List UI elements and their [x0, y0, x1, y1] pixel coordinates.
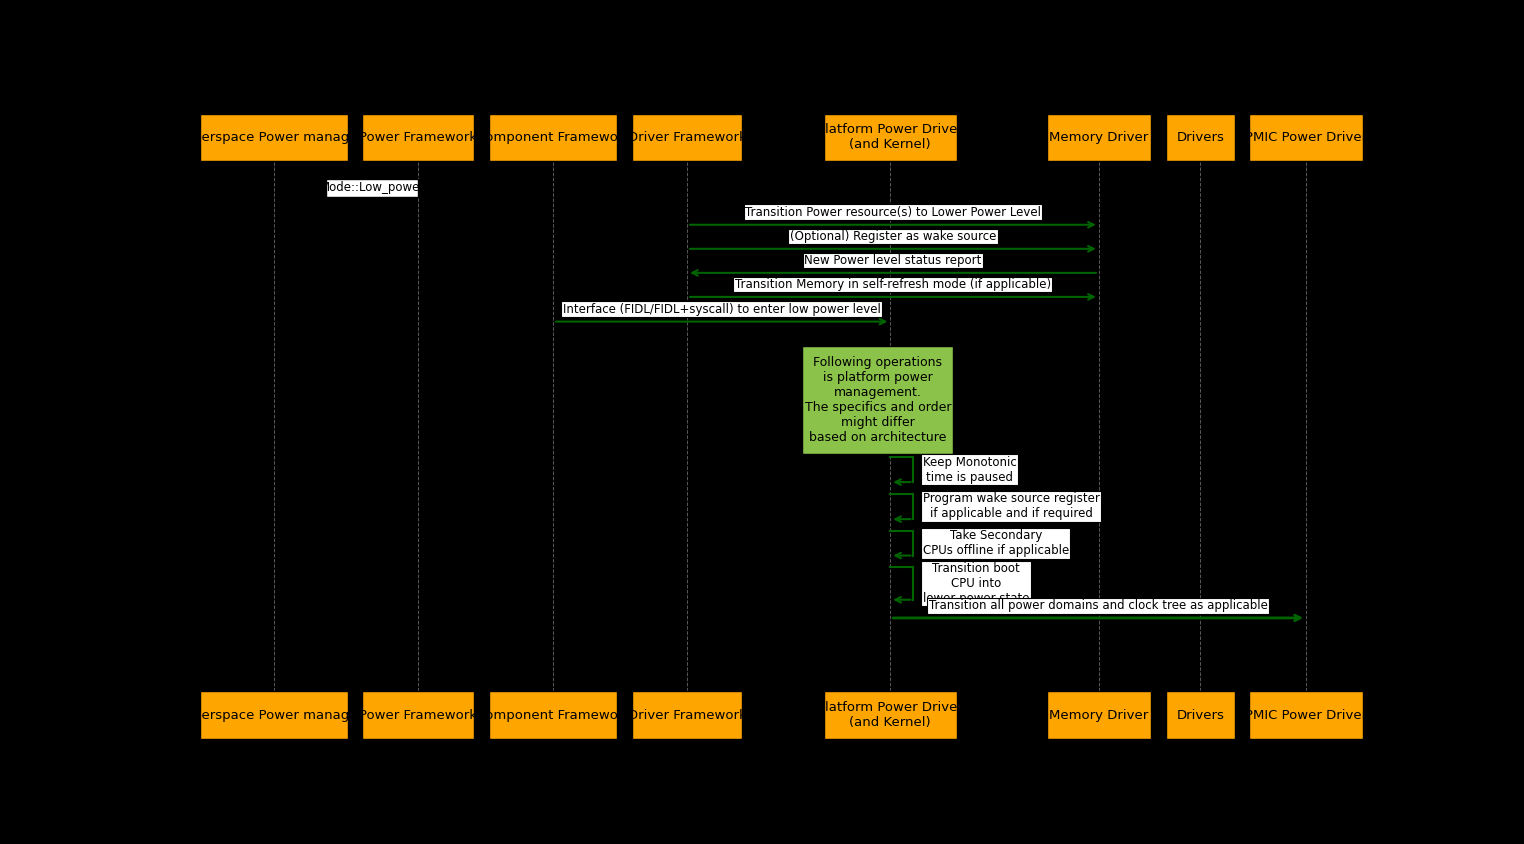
Text: Following operations
is platform power
management.
The specifics and order
might: Following operations is platform power m…: [805, 356, 951, 444]
Text: Interface (FIDL/FIDL+syscall) to enter low power level: Interface (FIDL/FIDL+syscall) to enter l…: [562, 303, 881, 316]
Text: Power Framework: Power Framework: [358, 709, 477, 722]
FancyBboxPatch shape: [326, 179, 419, 197]
FancyBboxPatch shape: [802, 346, 954, 453]
FancyBboxPatch shape: [1248, 114, 1364, 161]
FancyBboxPatch shape: [361, 114, 474, 161]
Text: PMIC Power Driver: PMIC Power Driver: [1245, 131, 1367, 143]
Text: PMIC Power Driver: PMIC Power Driver: [1245, 709, 1367, 722]
FancyBboxPatch shape: [200, 114, 347, 161]
FancyBboxPatch shape: [1166, 114, 1234, 161]
FancyBboxPatch shape: [489, 114, 617, 161]
Text: Component Framework: Component Framework: [475, 131, 631, 143]
FancyBboxPatch shape: [823, 691, 957, 738]
Text: Mode::Low_power: Mode::Low_power: [320, 181, 425, 194]
FancyBboxPatch shape: [200, 691, 347, 738]
Text: Platform Power Driver
(and Kernel): Platform Power Driver (and Kernel): [817, 701, 963, 729]
Text: Power Framework: Power Framework: [358, 131, 477, 143]
FancyBboxPatch shape: [1166, 691, 1234, 738]
FancyBboxPatch shape: [1248, 691, 1364, 738]
Text: Component Framework: Component Framework: [475, 709, 631, 722]
Text: Transition Power resource(s) to Lower Power Level: Transition Power resource(s) to Lower Po…: [745, 206, 1041, 219]
FancyBboxPatch shape: [823, 114, 957, 161]
Text: Take Secondary
CPUs offline if applicable: Take Secondary CPUs offline if applicabl…: [924, 529, 1068, 557]
FancyBboxPatch shape: [632, 691, 742, 738]
FancyBboxPatch shape: [632, 114, 742, 161]
Text: Memory Driver: Memory Driver: [1049, 709, 1149, 722]
Text: (Optional) Register as wake source: (Optional) Register as wake source: [789, 230, 997, 243]
Text: Transition all power domains and clock tree as applicable: Transition all power domains and clock t…: [928, 599, 1268, 612]
Text: Userspace Power manager: Userspace Power manager: [184, 709, 363, 722]
Text: Drivers: Drivers: [1177, 709, 1224, 722]
Text: New Power level status report: New Power level status report: [805, 254, 981, 267]
Text: Program wake source register
if applicable and if required: Program wake source register if applicab…: [924, 493, 1100, 521]
Text: Platform Power Driver
(and Kernel): Platform Power Driver (and Kernel): [817, 123, 963, 151]
FancyBboxPatch shape: [489, 691, 617, 738]
Text: Transition Memory in self-refresh mode (if applicable): Transition Memory in self-refresh mode (…: [735, 278, 1052, 291]
Text: Driver Framework: Driver Framework: [628, 709, 747, 722]
Text: Driver Framework: Driver Framework: [628, 131, 747, 143]
Text: Drivers: Drivers: [1177, 131, 1224, 143]
FancyBboxPatch shape: [1047, 114, 1151, 161]
FancyBboxPatch shape: [361, 691, 474, 738]
Text: Memory Driver: Memory Driver: [1049, 131, 1149, 143]
Text: Keep Monotonic
time is paused: Keep Monotonic time is paused: [924, 456, 1017, 484]
Text: Userspace Power manager: Userspace Power manager: [184, 131, 363, 143]
Text: Transition boot
CPU into
lower power state: Transition boot CPU into lower power sta…: [924, 562, 1029, 605]
FancyBboxPatch shape: [1047, 691, 1151, 738]
